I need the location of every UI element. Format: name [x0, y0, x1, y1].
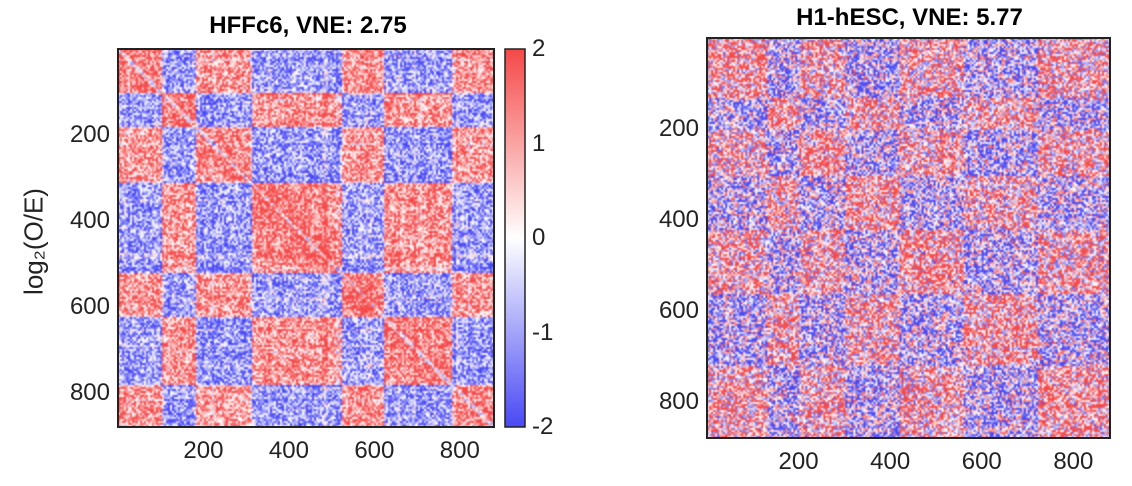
- left-x-tick: 600: [354, 437, 395, 464]
- right-y-tick: 600: [658, 296, 699, 324]
- right-x-tick: 400: [870, 448, 911, 475]
- left-y-tick: 200: [69, 120, 110, 148]
- left-y-tick: 600: [69, 292, 110, 320]
- chart-title-left: HFFc6, VNE: 2.75: [209, 12, 407, 39]
- colorbar-tick: 1: [532, 129, 546, 157]
- right-y-tick: 400: [658, 205, 699, 233]
- chart-title-right: H1-hESC, VNE: 5.77: [796, 4, 1023, 31]
- left-x-tick: 200: [183, 437, 224, 464]
- left-y-tick: 400: [69, 206, 110, 234]
- plot-frame-left: [117, 48, 495, 428]
- left-y-tick: 800: [69, 378, 110, 406]
- colorbar-tick: -2: [532, 413, 554, 440]
- colorbar-frame: [504, 48, 526, 428]
- heatmap-left: [118, 49, 494, 427]
- right-y-tick: 800: [658, 387, 699, 415]
- colorbar-tick: -1: [532, 318, 554, 346]
- right-x-tick: 600: [961, 448, 1002, 475]
- colorbar: [505, 49, 525, 427]
- left-x-tick: 800: [439, 437, 480, 464]
- right-x-tick: 200: [778, 448, 819, 475]
- right-y-tick: 200: [658, 114, 699, 142]
- colorbar-tick: 0: [532, 224, 546, 251]
- heatmap-right: [707, 38, 1110, 438]
- right-x-tick: 800: [1053, 448, 1094, 475]
- left-x-tick: 400: [268, 437, 309, 464]
- colorbar-tick: 2: [532, 35, 546, 62]
- plot-frame-right: [706, 37, 1111, 439]
